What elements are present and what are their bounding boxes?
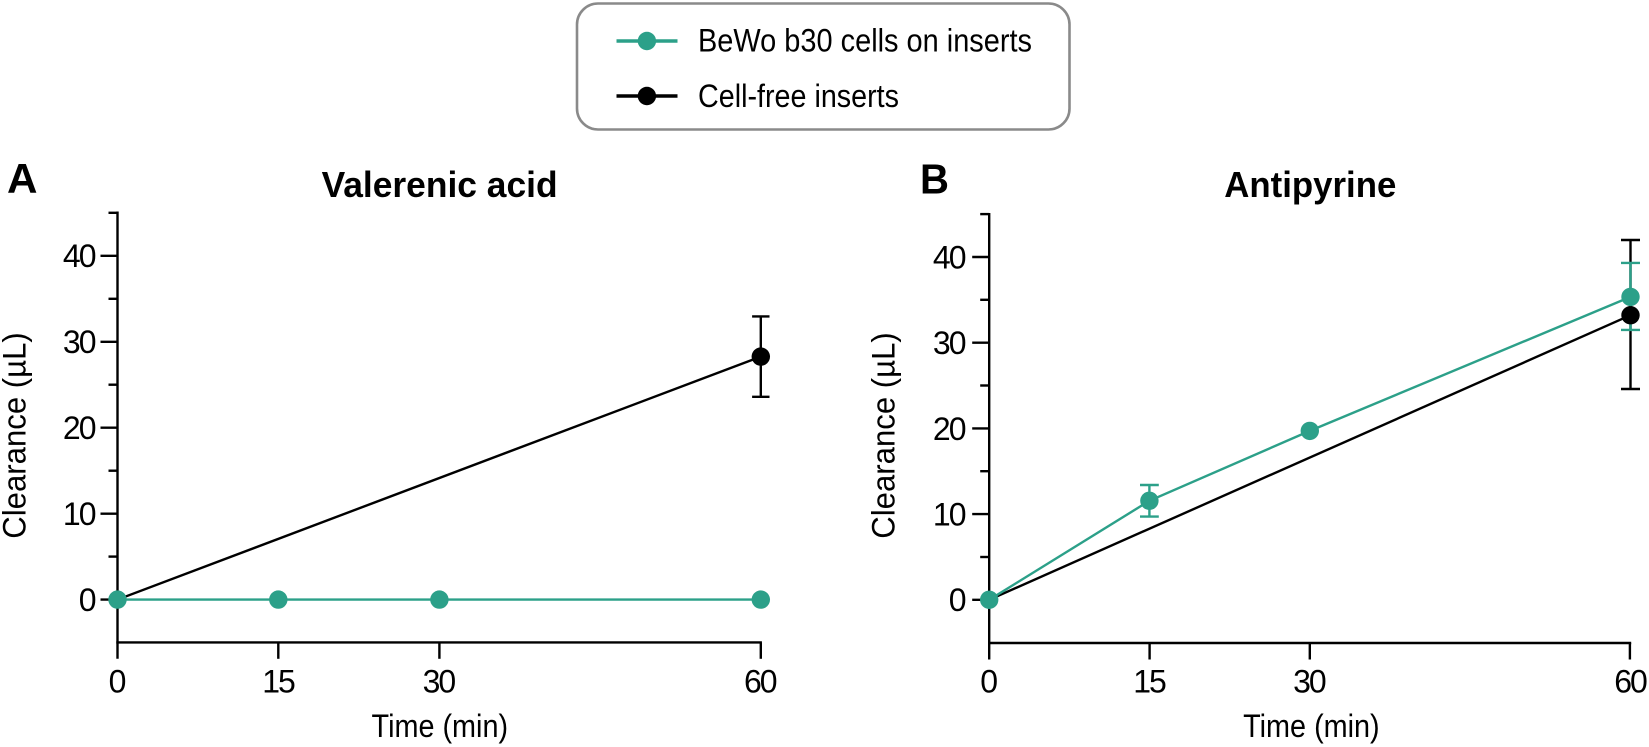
svg-text:0: 0: [109, 664, 127, 700]
svg-text:20: 20: [63, 410, 97, 446]
svg-text:30: 30: [423, 664, 457, 700]
svg-text:30: 30: [1293, 664, 1327, 700]
svg-text:Cell-free inserts: Cell-free inserts: [698, 78, 899, 114]
svg-text:15: 15: [262, 664, 296, 700]
svg-text:30: 30: [63, 324, 97, 360]
svg-text:30: 30: [933, 325, 967, 361]
svg-text:40: 40: [63, 238, 97, 274]
svg-text:B: B: [920, 156, 949, 203]
svg-text:Time (min): Time (min): [1243, 708, 1380, 744]
svg-text:Valerenic acid: Valerenic acid: [322, 164, 558, 205]
svg-text:0: 0: [79, 582, 97, 618]
svg-text:0: 0: [949, 582, 967, 618]
svg-text:40: 40: [933, 239, 967, 275]
svg-text:60: 60: [1614, 664, 1648, 700]
svg-text:10: 10: [933, 497, 967, 533]
svg-text:A: A: [7, 155, 38, 202]
svg-text:Time (min): Time (min): [372, 708, 509, 744]
svg-text:Antipyrine: Antipyrine: [1224, 164, 1396, 205]
svg-text:Clearance (µL): Clearance (µL): [0, 332, 33, 539]
svg-text:20: 20: [933, 411, 967, 447]
svg-text:15: 15: [1133, 664, 1167, 700]
svg-text:0: 0: [980, 664, 998, 700]
svg-text:BeWo b30 cells on inserts: BeWo b30 cells on inserts: [698, 23, 1032, 59]
svg-text:10: 10: [63, 496, 97, 532]
svg-text:60: 60: [744, 664, 778, 700]
svg-text:Clearance (µL): Clearance (µL): [866, 332, 902, 539]
